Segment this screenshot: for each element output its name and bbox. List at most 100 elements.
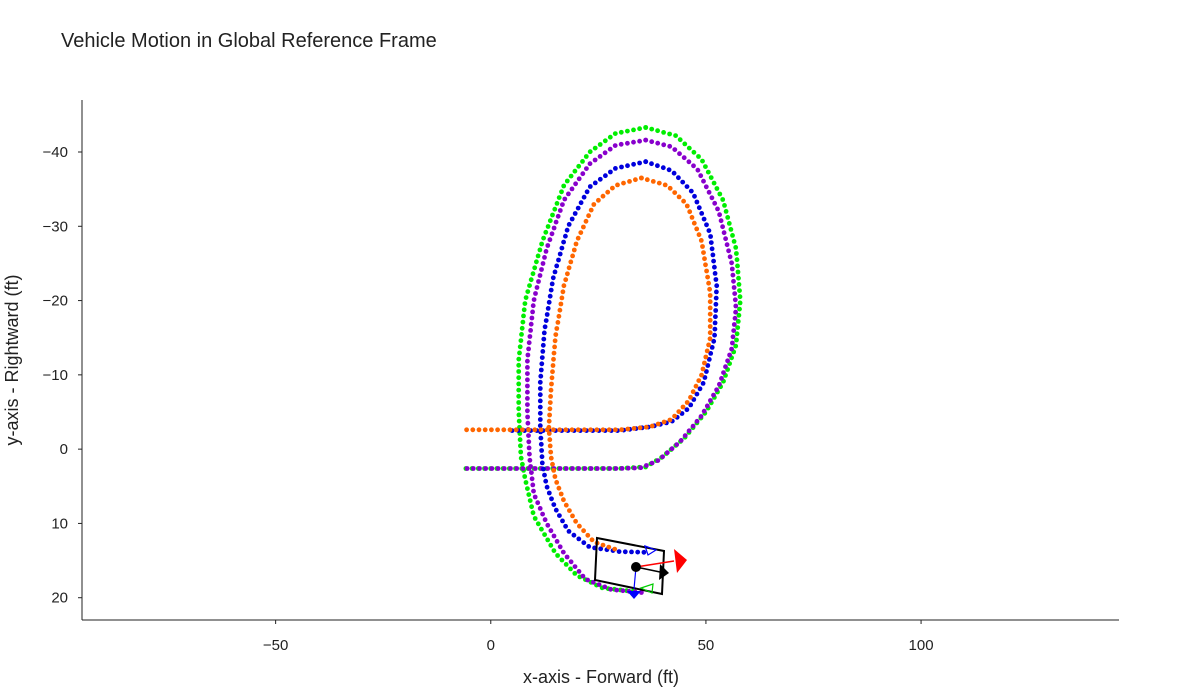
data-point: [649, 161, 654, 167]
data-point: [692, 193, 697, 199]
data-point: [507, 427, 513, 433]
data-point: [666, 167, 672, 173]
data-point: [694, 199, 700, 205]
data-point: [635, 549, 641, 555]
data-point: [622, 549, 628, 555]
data-point: [535, 253, 541, 259]
data-point: [655, 421, 661, 427]
data-point: [702, 375, 708, 380]
data-point: [725, 358, 730, 364]
data-point: [517, 344, 523, 350]
data-point: [707, 317, 713, 323]
data-point: [707, 286, 712, 292]
data-point: [712, 332, 717, 338]
series-7: [546, 175, 644, 552]
data-point: [483, 466, 489, 471]
data-point: [550, 212, 555, 218]
data-point: [625, 163, 630, 169]
data-point: [547, 293, 553, 299]
y-tick-label: −10: [43, 367, 68, 384]
data-point: [525, 420, 531, 426]
data-point: [549, 281, 555, 287]
data-point: [737, 288, 742, 293]
data-point: [728, 227, 734, 232]
data-point: [602, 584, 608, 590]
data-point: [569, 216, 575, 222]
data-point: [721, 370, 726, 375]
data-point: [586, 213, 591, 219]
data-point: [706, 189, 712, 195]
data-point: [606, 544, 612, 550]
data-point: [732, 297, 738, 303]
data-point: [607, 466, 613, 471]
data-point: [558, 491, 564, 497]
data-point: [713, 308, 719, 313]
data-point: [618, 141, 624, 147]
data-point: [559, 245, 565, 251]
data-point: [688, 394, 693, 400]
data-point: [661, 130, 666, 135]
data-point: [544, 312, 550, 317]
data-point: [560, 518, 565, 524]
data-point: [563, 523, 568, 529]
data-point: [576, 176, 582, 182]
data-point: [557, 427, 562, 433]
y-tick-label: 10: [51, 515, 68, 532]
data-point: [612, 143, 618, 149]
data-point: [540, 261, 546, 266]
data-point: [557, 208, 563, 213]
data-point: [714, 283, 720, 289]
data-point: [547, 400, 553, 405]
data-point: [704, 369, 709, 374]
data-point: [557, 513, 562, 518]
data-point: [569, 186, 575, 192]
data-point: [707, 324, 713, 329]
data-point: [531, 488, 536, 494]
data-point: [549, 375, 555, 381]
data-point: [582, 466, 588, 471]
data-point: [701, 250, 706, 256]
data-point: [523, 295, 529, 300]
data-point: [664, 450, 670, 456]
data-point: [537, 379, 543, 385]
data-point: [592, 180, 598, 186]
data-point: [703, 354, 709, 360]
data-point: [638, 465, 644, 471]
data-point: [556, 195, 562, 201]
data-point: [706, 280, 711, 286]
data-point: [464, 466, 470, 471]
data-point: [530, 309, 535, 315]
data-point: [703, 164, 708, 170]
data-point: [577, 523, 582, 529]
data-point: [516, 381, 522, 387]
data-point: [708, 398, 713, 403]
data-point: [530, 482, 536, 488]
data-point: [704, 268, 709, 274]
data-point: [563, 502, 569, 508]
data-point: [562, 196, 568, 202]
data-point: [712, 200, 718, 206]
data-point: [573, 518, 578, 524]
data-point: [702, 360, 707, 366]
data-point: [532, 516, 538, 521]
data-point: [476, 427, 482, 433]
data-point: [531, 297, 537, 302]
data-point: [590, 579, 596, 585]
front-right-wheel-icon: [639, 583, 654, 594]
data-point: [691, 149, 697, 155]
data-point: [580, 573, 586, 579]
y-tick-label: −20: [43, 293, 68, 310]
data-point: [591, 202, 597, 207]
data-point: [705, 274, 710, 280]
data-point: [501, 427, 507, 433]
data-point: [616, 549, 622, 554]
data-point: [619, 164, 624, 170]
data-point: [552, 206, 558, 212]
data-point: [691, 220, 697, 226]
data-point: [548, 287, 554, 293]
data-point: [733, 245, 739, 250]
data-point: [667, 131, 672, 137]
y-tick-label: 20: [51, 590, 68, 607]
data-point: [526, 433, 531, 438]
data-point: [516, 369, 522, 374]
